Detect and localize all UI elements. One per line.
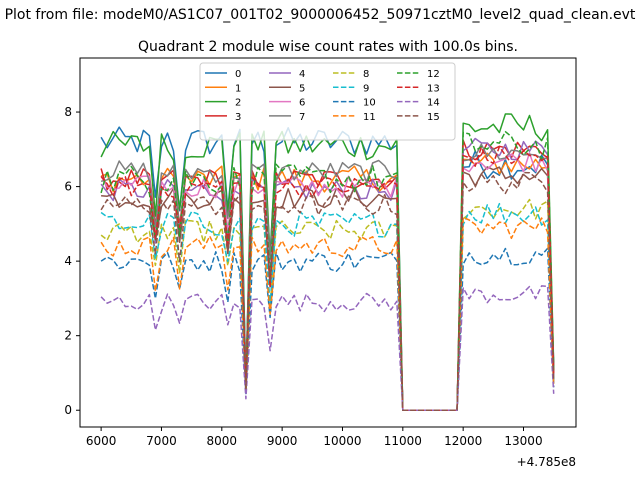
legend-label-7: 7 [299,112,305,123]
legend-label-13: 13 [427,83,440,94]
x-tick-label: 13000 [504,434,542,448]
legend-label-10: 10 [363,98,376,109]
x-axis-offset-label: +4.785e8 [517,455,576,469]
series-line-11 [100,216,555,411]
legend-label-15: 15 [427,112,440,123]
figure-suptitle: Plot from file: modeM0/AS1C07_001T02_900… [5,7,636,23]
x-axis-ticks: 6000 7000 8000 9000 10000 11000 12000 13000 [86,427,543,448]
legend-label-14: 14 [427,98,440,109]
series-line-6 [100,152,555,411]
x-tick-label: 8000 [207,434,238,448]
y-tick-label: 0 [64,403,72,417]
legend-label-8: 8 [363,69,369,80]
series-line-9 [100,202,555,411]
y-tick-label: 2 [64,329,72,343]
y-axis-ticks: 0 2 4 6 8 [64,105,80,417]
series-line-13 [100,146,555,411]
legend-label-4: 4 [299,69,305,80]
series-line-10 [100,247,555,411]
series-lines [100,113,555,411]
legend-label-9: 9 [363,83,369,94]
series-line-15 [100,171,555,411]
legend-label-0: 0 [235,69,241,80]
legend-label-3: 3 [235,112,241,123]
legend-label-12: 12 [427,69,440,80]
x-tick-label: 11000 [384,434,422,448]
y-tick-label: 8 [64,105,72,119]
x-tick-label: 10000 [323,434,361,448]
series-line-12 [100,130,555,411]
legend-label-2: 2 [235,98,241,109]
series-line-14 [100,285,555,411]
legend-label-5: 5 [299,83,305,94]
chart-title: Quadrant 2 module wise count rates with … [138,39,518,55]
y-tick-label: 4 [64,254,72,268]
legend-box [199,62,456,141]
axes-frame [79,57,577,428]
x-tick-label: 12000 [444,434,482,448]
y-tick-label: 6 [64,180,72,194]
x-tick-label: 7000 [146,434,177,448]
legend-label-6: 6 [299,98,305,109]
legend-label-11: 11 [363,112,376,123]
series-line-2 [100,113,555,411]
legend-label-1: 1 [235,83,241,94]
x-tick-label: 6000 [86,434,117,448]
x-tick-label: 9000 [267,434,298,448]
